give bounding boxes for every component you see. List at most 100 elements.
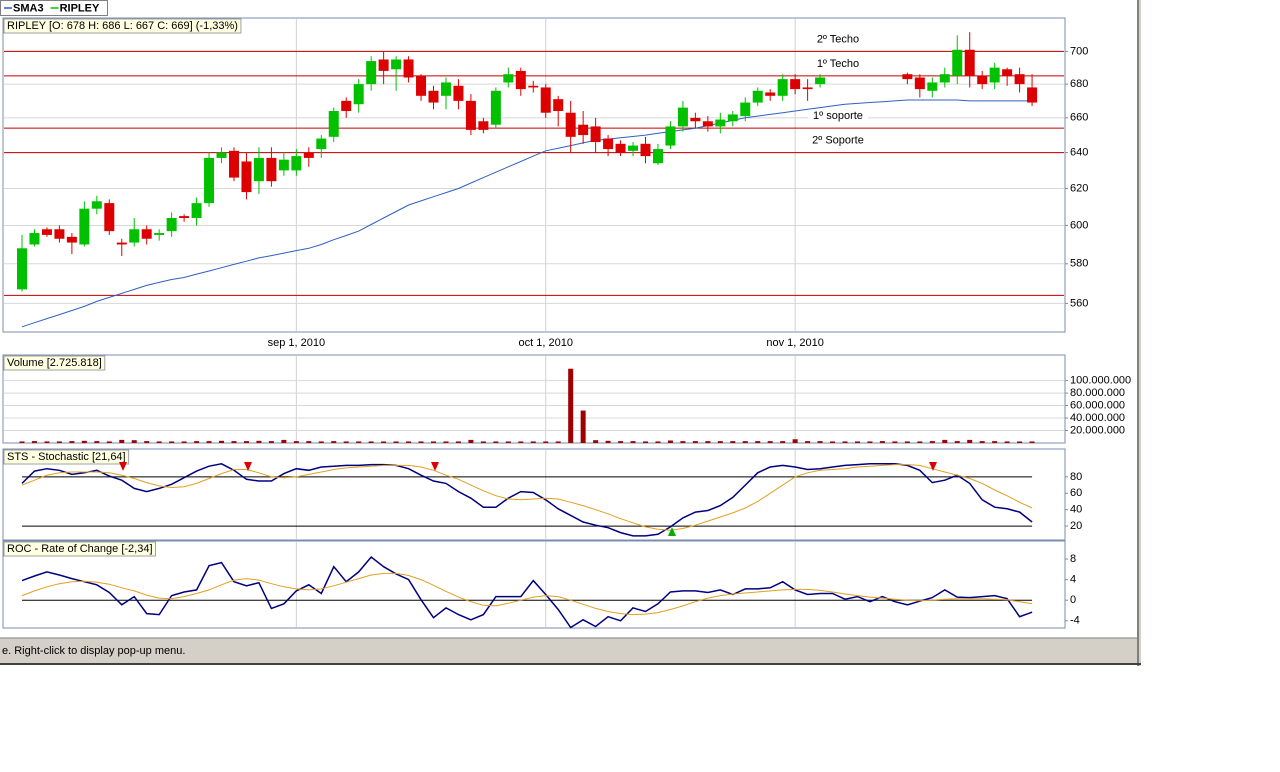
panel-title-bg [3, 18, 242, 34]
volume-bar [904, 441, 910, 443]
volume-bar [705, 441, 711, 443]
volume-bar [393, 441, 399, 443]
series-line [21, 99, 1033, 328]
candle-body [79, 208, 90, 245]
panel-title: STS - Stochastic [21,64] [7, 451, 126, 463]
candle-body [104, 203, 115, 232]
y-tick-label: 680 [1070, 78, 1088, 90]
candle-body [278, 159, 289, 171]
candle-body [228, 150, 239, 178]
volume-bar [256, 440, 262, 443]
y-tick-label: 660 [1070, 112, 1088, 124]
legend-label: SMA3 [13, 2, 44, 14]
candle-body [465, 100, 476, 130]
candle-body [565, 112, 576, 137]
panel-title: ROC - Rate of Change [-2,34] [7, 543, 153, 555]
volume-bar [243, 441, 249, 443]
candle-body [727, 114, 738, 122]
volume-bar [854, 441, 860, 443]
level-label-bg [811, 55, 865, 72]
candle-body [927, 82, 938, 91]
level-label-bg [808, 108, 868, 125]
candle-body [17, 248, 27, 290]
signal-markers [119, 462, 937, 536]
candle-body [141, 229, 152, 239]
volume-bar [94, 441, 100, 443]
panel-title: RIPLEY [O: 678 H: 686 L: 667 C: 669] (-1… [7, 20, 238, 32]
candle-body [628, 145, 639, 151]
y-tick-label: 560 [1070, 297, 1088, 309]
volume-bar [979, 441, 985, 443]
y-tick-label: 100.000.000 [1070, 374, 1131, 386]
candle-body [1027, 87, 1038, 103]
panel [2, 17, 1066, 333]
y-tick-label: 600 [1070, 219, 1088, 231]
candle-body [690, 117, 701, 122]
volume-bar [730, 441, 736, 443]
volume-bar [505, 441, 511, 443]
candle-body [154, 233, 165, 235]
level-label-bg [807, 132, 869, 149]
candle-body [403, 59, 414, 78]
volume-bar [169, 441, 175, 443]
volume-bar [368, 441, 374, 443]
volume-bar [1029, 441, 1035, 443]
volume-bar [817, 441, 823, 443]
volume-bar [69, 441, 75, 443]
candle-body [216, 152, 227, 158]
volume-bar [518, 441, 524, 443]
candle-body [615, 143, 626, 153]
candle-body [790, 79, 801, 90]
volume-bar [106, 441, 112, 443]
volume-bar [1017, 441, 1023, 443]
volume-bar [231, 441, 237, 443]
candle-body [652, 149, 663, 164]
candle-body [440, 82, 451, 96]
sell-signal [431, 462, 439, 471]
candle-body [1014, 74, 1025, 85]
y-tick-label: 40.000.000 [1070, 412, 1125, 424]
y-tick-label: 0 [1070, 594, 1076, 606]
candle-body [341, 100, 352, 112]
y-tick-label: 4 [1070, 574, 1076, 586]
sell-signal [119, 462, 127, 471]
x-tick-label: sep 1, 2010 [268, 337, 326, 349]
volume-bar [81, 440, 87, 443]
sell-signal [929, 462, 937, 471]
volume-bar [942, 439, 948, 443]
candle-body [540, 87, 551, 113]
panel-title-bg [3, 355, 106, 371]
volume-bar [206, 441, 212, 443]
candle-body [528, 85, 539, 88]
volume-bar [381, 441, 387, 443]
candle-body [328, 111, 339, 137]
y-tick-label: 8 [1070, 553, 1076, 565]
volume-bar [879, 441, 885, 443]
level-label: 1º Techo [817, 58, 859, 70]
series-line [21, 463, 1033, 537]
volume-bar [967, 439, 973, 443]
volume-bar [406, 441, 412, 443]
volume-bar [468, 439, 474, 443]
series-line [21, 572, 1033, 616]
volume-bar [293, 441, 299, 443]
volume-bar [780, 441, 786, 443]
legend-label: RIPLEY [60, 2, 100, 14]
series-line [21, 464, 1033, 531]
volume-bar [667, 440, 673, 443]
candle-body [914, 77, 925, 90]
volume-bar [555, 441, 561, 443]
volume-bar [119, 439, 125, 443]
candle-body [41, 229, 52, 235]
volume-bar [917, 441, 923, 443]
volume-bar [643, 441, 648, 443]
candle-body [802, 87, 813, 90]
volume-bar [792, 439, 798, 443]
candle-body [902, 74, 913, 80]
candle-body [677, 107, 688, 127]
volume-bar [219, 440, 225, 443]
candle-body [291, 156, 302, 171]
